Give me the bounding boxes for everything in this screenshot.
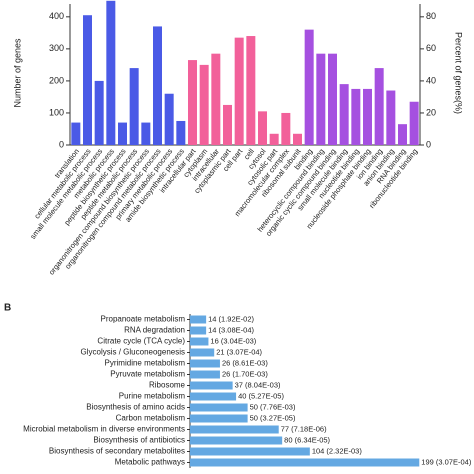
bar [190,458,420,467]
panel-label: B [4,303,11,314]
value-label: 16 (3.04E-03) [210,336,256,345]
bar [190,447,310,456]
bar [188,60,197,145]
y-tick-label: Metabolic pathways [115,458,185,467]
y-tick-label: Pyrimidine metabolism [105,359,186,368]
bar [269,133,279,145]
y-tick-label: 0 [59,139,64,149]
bar [190,370,220,379]
value-label: 199 (3.07E-04) [421,457,472,466]
value-label: 21 (3.07E-04) [216,347,262,356]
y-tick-label: Microbial metabolism in diverse environm… [23,425,185,434]
bar [71,122,81,145]
bar [190,403,248,412]
bar [83,15,92,145]
y2-tick-label: 20 [426,107,436,117]
bar [153,26,162,146]
bar [190,348,215,357]
value-label: 104 (2.32E-03) [312,446,363,455]
value-label: 26 (1.70E-03) [222,369,268,378]
y2-axis-title: Percent of genes(%) [454,32,464,114]
y-tick-label: Pyruvate metabolism [110,370,185,379]
bar [94,80,104,145]
bar [281,112,291,145]
y-tick-label: Purine metabolism [119,392,186,401]
y-tick-label: 400 [49,11,64,21]
bar [234,37,244,145]
bar [328,53,337,145]
y-tick-label: Ribosome [149,381,186,390]
bar [363,88,372,145]
y-tick-label: Citrate cycle (TCA cycle) [97,337,185,346]
bar [386,90,396,145]
bar [141,122,151,145]
value-label: 14 (3.08E-04) [208,325,254,334]
value-label: 77 (7.18E-06) [281,424,327,433]
bar [190,381,233,390]
bar [351,88,361,145]
bar [190,359,220,368]
bar [304,29,314,145]
y2-tick-label: 60 [426,43,436,53]
bar [190,326,207,335]
value-label: 37 (8.04E-03) [235,380,281,389]
bar [258,111,267,145]
bar [164,93,174,145]
y2-tick-label: 40 [426,75,436,85]
y-tick-label: Carbon metabolism [116,414,186,423]
value-label: 50 (7.76E-03) [250,402,296,411]
bar [374,68,384,145]
y-axis-title: Number of genes [12,38,22,108]
bar [106,0,116,145]
bar [190,436,283,445]
value-label: 40 (5.27E-05) [238,391,284,400]
bar [190,392,237,401]
bar [129,68,139,145]
y-tick-label: RNA degradation [124,326,185,335]
bar [398,124,407,145]
bar [118,122,127,145]
bar [190,414,248,423]
bar [409,101,419,145]
y-tick-label: Biosynthesis of antibiotics [93,436,185,445]
value-label: 80 (6.34E-05) [284,435,330,444]
bar [339,84,349,145]
value-label: 26 (8.61E-03) [222,358,268,367]
bar [246,36,256,145]
y-tick-label: 100 [49,107,64,117]
bar [190,315,207,324]
y2-tick-label: 0 [426,139,431,149]
bar [293,133,302,145]
bar [316,53,326,145]
y-tick-label: 200 [49,75,64,85]
bar [211,53,221,145]
value-label: 14 (1.92E-02) [208,314,254,323]
y-tick-label: Propanoate metabolism [101,315,186,324]
y-tick-label: Biosynthesis of amino acids [86,403,185,412]
y-tick-label: Glycolysis / Gluconeogenesis [81,348,186,357]
value-label: 50 (3.27E-05) [250,413,296,422]
y2-tick-label: 80 [426,11,436,21]
y-tick-label: 300 [49,43,64,53]
bar [199,64,209,145]
bar [190,337,209,346]
bar [223,104,232,145]
bar [176,120,186,145]
bar [190,425,279,434]
y-tick-label: Biosynthesis of secondary metabolites [49,447,185,456]
